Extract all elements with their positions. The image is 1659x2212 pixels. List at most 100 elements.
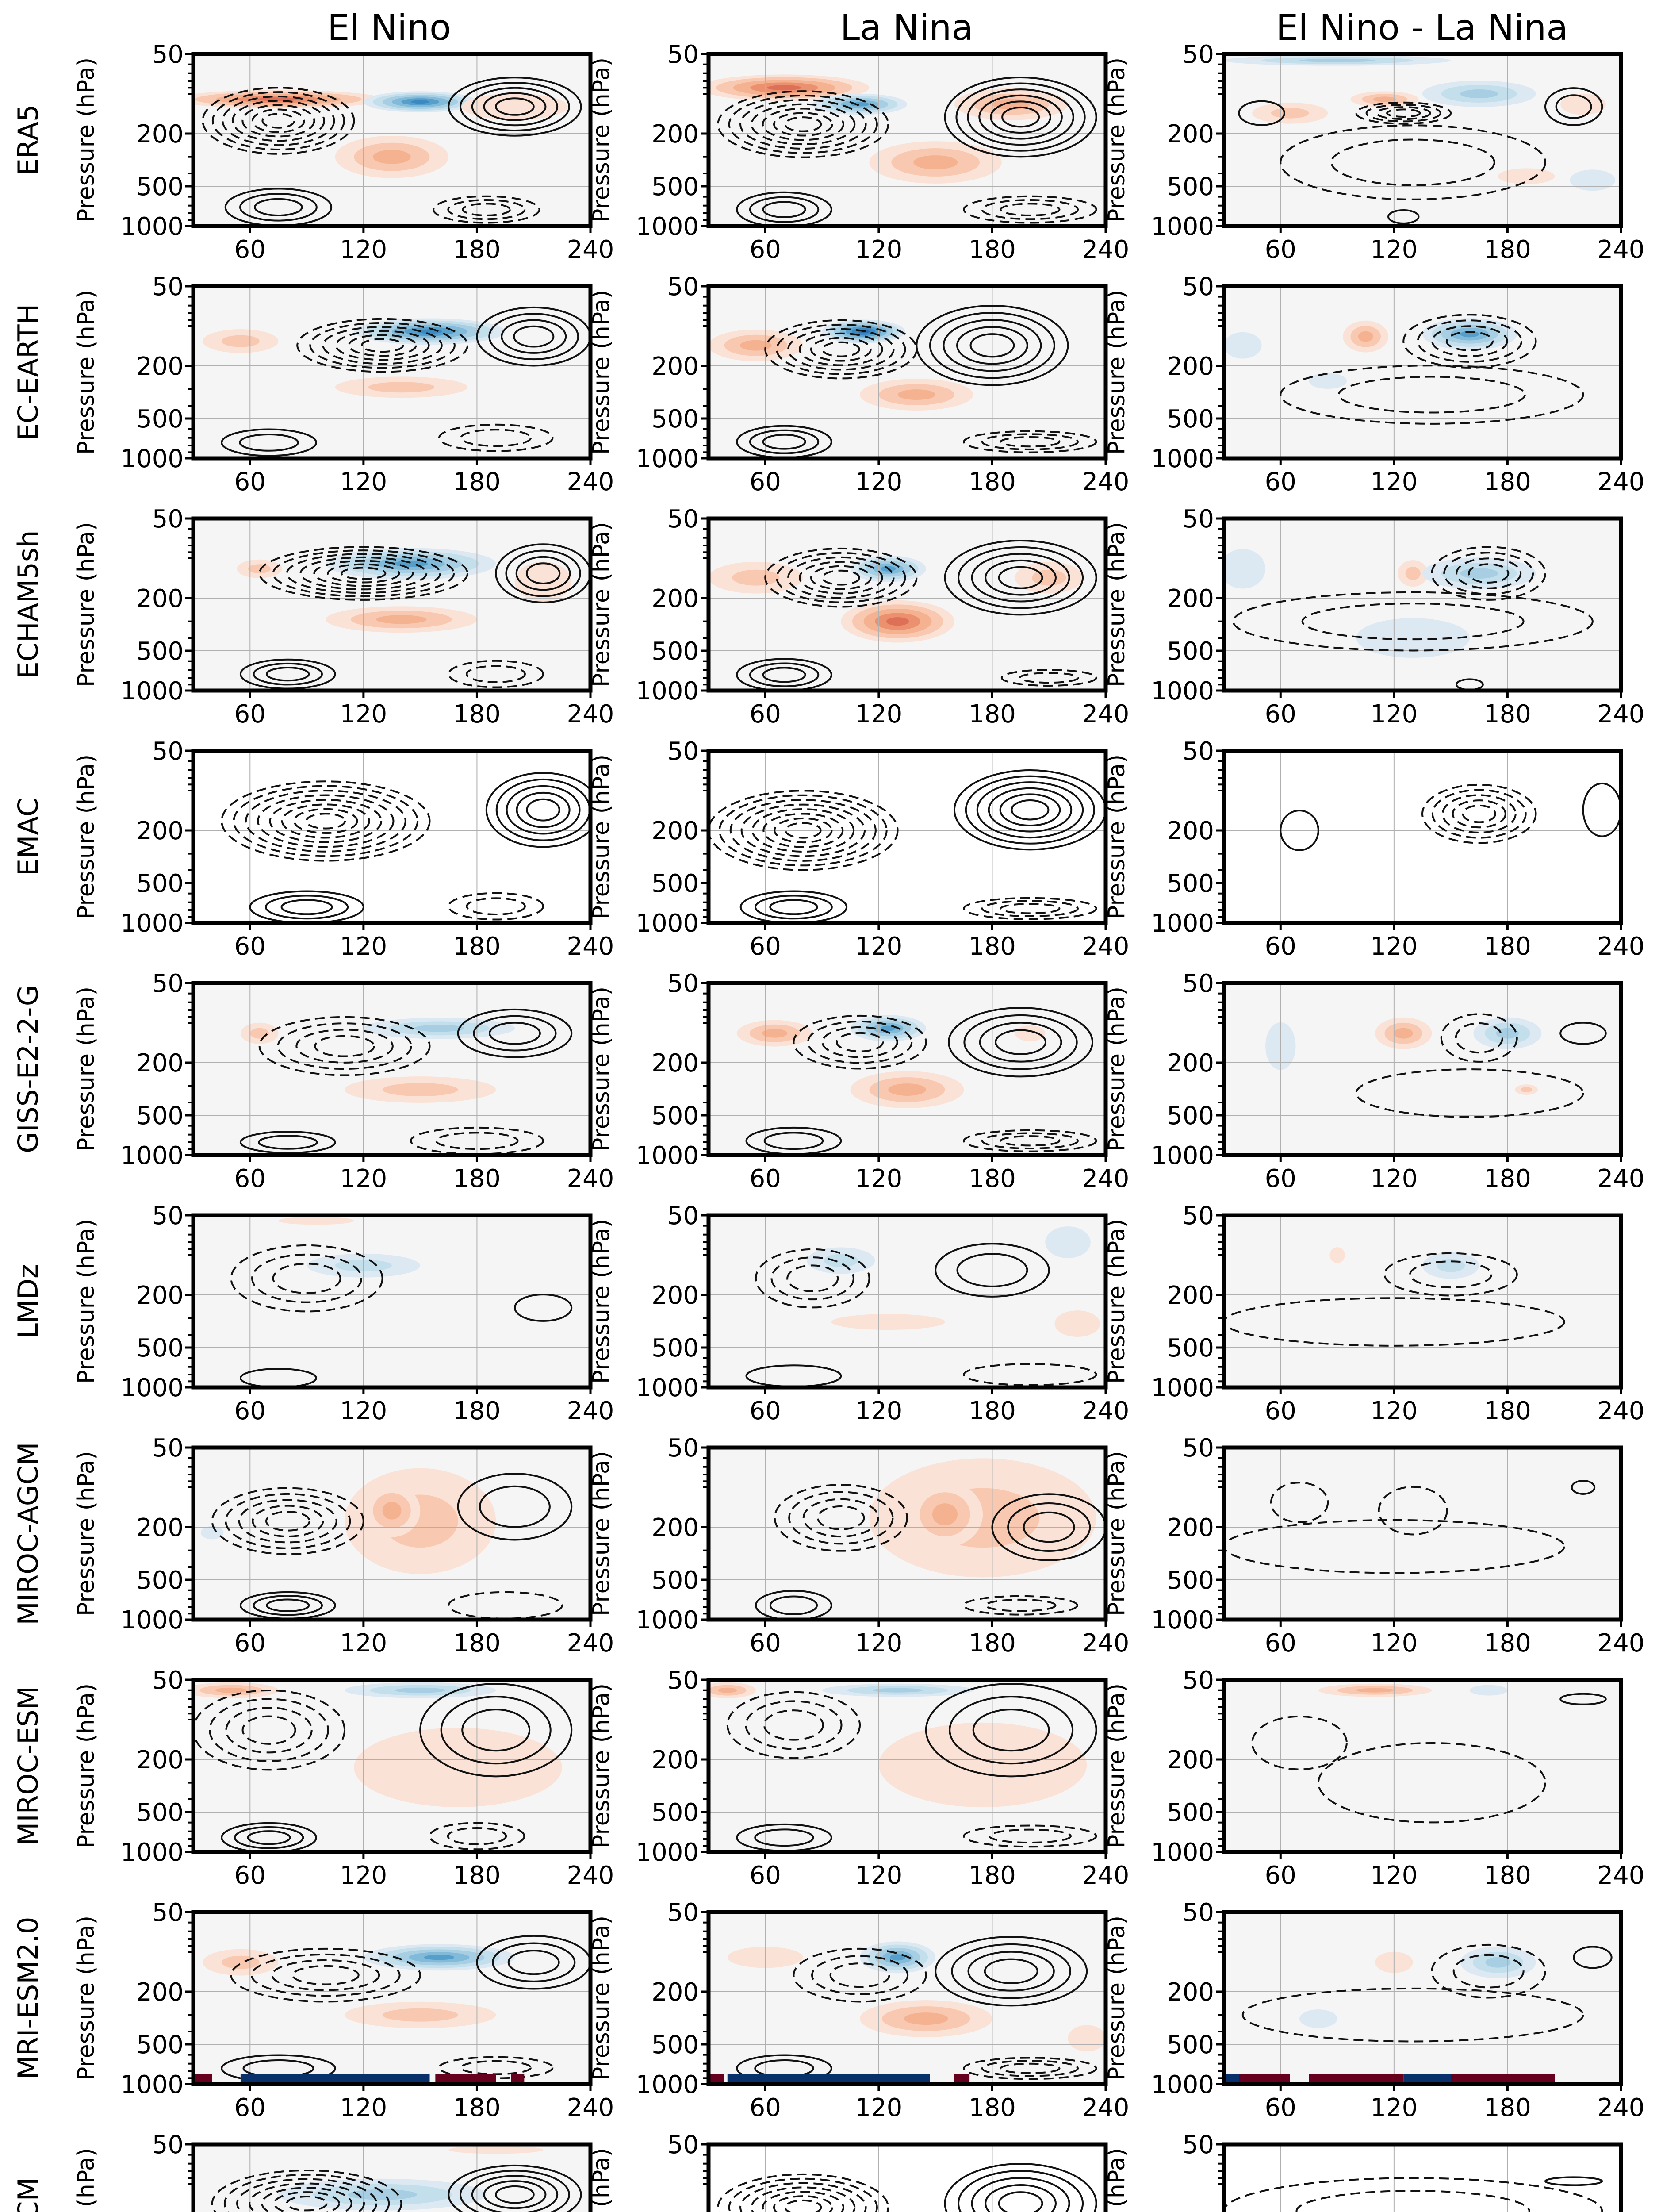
- contour-negative: [438, 2056, 554, 2079]
- contour-positive: [739, 890, 848, 923]
- contour-negative: [793, 1947, 927, 2003]
- contour-negative: [209, 1698, 329, 1762]
- panel-frame: [191, 1445, 593, 1622]
- contour-positive: [944, 2163, 1097, 2212]
- x-tick-label: 180: [969, 1164, 1016, 1193]
- x-tick-label: 180: [453, 2093, 501, 2122]
- x-tick-label: 60: [750, 1397, 781, 1425]
- contour-negative: [429, 1822, 525, 1851]
- x-tick-label: 180: [453, 468, 501, 496]
- contour-positive: [501, 319, 567, 354]
- y-tick-label: 200: [136, 1049, 184, 1078]
- surface-marker: [727, 2074, 930, 2084]
- contour-negative: [1000, 903, 1061, 914]
- y-tick-label: 1000: [1151, 1838, 1214, 1867]
- shading-level: [872, 1688, 923, 1693]
- x-tick-label: 120: [855, 932, 902, 961]
- contour-negative: [786, 1264, 839, 1292]
- column-title-difference: El Nino - La Nina: [1276, 7, 1568, 48]
- y-axis-label: Pressure (hPa): [73, 2148, 100, 2212]
- surface-marker: [1239, 2074, 1290, 2084]
- contour-negative: [360, 338, 404, 353]
- panel-frame: [191, 1678, 593, 1854]
- y-tick-label: 50: [1183, 273, 1214, 301]
- y-tick-label: 200: [1167, 584, 1214, 613]
- shading-level: [1560, 93, 1606, 115]
- contour-negative: [299, 556, 428, 591]
- y-tick-label: 1000: [1151, 2070, 1214, 2099]
- panel-ec-earth-difference: 60 120 180 240 50 200 500 1000 Pressure (hPa): [1103, 273, 1644, 496]
- x-tick-label: 240: [567, 1164, 614, 1193]
- x-tick-label: 180: [1484, 1164, 1531, 1193]
- x-tick-label: 60: [1265, 2093, 1296, 2122]
- contour-negative: [438, 423, 554, 452]
- contour-positive: [999, 793, 1061, 827]
- y-tick-label: 500: [136, 1566, 184, 1595]
- x-tick-label: 60: [750, 1164, 781, 1193]
- panel-frame: [1222, 284, 1623, 461]
- shading-level: [514, 561, 572, 602]
- contour-negative: [1456, 557, 1522, 589]
- x-tick-label: 240: [567, 468, 614, 496]
- panel-background: [193, 1215, 590, 1387]
- y-tick-label: 500: [651, 405, 699, 434]
- contour-negative: [313, 560, 414, 587]
- contour-positive: [1573, 1946, 1613, 1969]
- contour-positive: [448, 77, 582, 137]
- contour-negative: [1378, 1486, 1448, 1536]
- y-tick-label: 200: [1167, 817, 1214, 845]
- shading-level: [767, 85, 801, 91]
- y-tick-label: 50: [667, 737, 699, 766]
- shading-level: [257, 97, 299, 101]
- y-tick-label: 500: [1167, 2031, 1214, 2059]
- y-tick-label: 50: [152, 1202, 184, 1230]
- contour-negative: [272, 549, 455, 598]
- contour-positive: [929, 312, 1055, 379]
- shading-level: [414, 1025, 464, 1032]
- shading-level: [1309, 373, 1347, 389]
- column-title-el-nino: El Nino: [327, 7, 451, 48]
- y-tick-label: 1000: [636, 1838, 699, 1867]
- shading-level: [1358, 331, 1373, 342]
- contour-negative: [963, 1824, 1097, 1848]
- x-tick-label: 180: [1484, 2093, 1531, 2122]
- shading-level: [718, 1687, 737, 1693]
- y-tick-label: 500: [651, 869, 699, 898]
- contour-negative: [230, 1947, 421, 2003]
- contour-positive: [1238, 100, 1285, 126]
- x-tick-label: 60: [1265, 235, 1296, 264]
- row-label: GISS-E2-2-G: [12, 985, 44, 1153]
- contour-negative: [764, 547, 918, 608]
- shading-level: [368, 382, 435, 393]
- contour-positive: [935, 1936, 1088, 2007]
- contour-negative: [1280, 365, 1584, 425]
- contour-positive: [978, 94, 1063, 140]
- x-tick-label: 240: [1082, 1397, 1130, 1425]
- contour-negative: [963, 2057, 1097, 2080]
- contour-positive: [762, 434, 806, 450]
- contour-negative: [447, 199, 526, 220]
- panel-background: [709, 1912, 1106, 2084]
- contour-negative: [225, 1706, 313, 1754]
- shading-level: [1405, 567, 1421, 580]
- contour-positive: [471, 87, 559, 127]
- contour-negative: [238, 1499, 337, 1544]
- panel-background: [1224, 1912, 1621, 2084]
- contour-positive: [965, 775, 1096, 845]
- contour-negative: [729, 799, 877, 862]
- contour-negative: [261, 113, 295, 129]
- contour-negative: [251, 1953, 401, 1997]
- y-tick-label: 200: [651, 584, 699, 613]
- contour-negative: [241, 104, 315, 138]
- y-tick-label: 50: [152, 1898, 184, 1927]
- contour-negative: [1452, 1954, 1525, 1989]
- contour-negative: [1337, 376, 1526, 414]
- contour-negative: [293, 808, 358, 834]
- panel-miroc-agcm-la-nina: 60 120 180 240 50 200 500 1000 Pressure (hPa): [588, 1434, 1129, 1658]
- y-tick-label: 200: [136, 352, 184, 381]
- x-tick-label: 60: [1265, 1397, 1296, 1425]
- x-tick-label: 60: [234, 468, 266, 496]
- y-axis-label: Pressure (hPa): [1103, 290, 1130, 455]
- contour-negative: [1270, 1482, 1329, 1523]
- contour-negative: [985, 1598, 1057, 1612]
